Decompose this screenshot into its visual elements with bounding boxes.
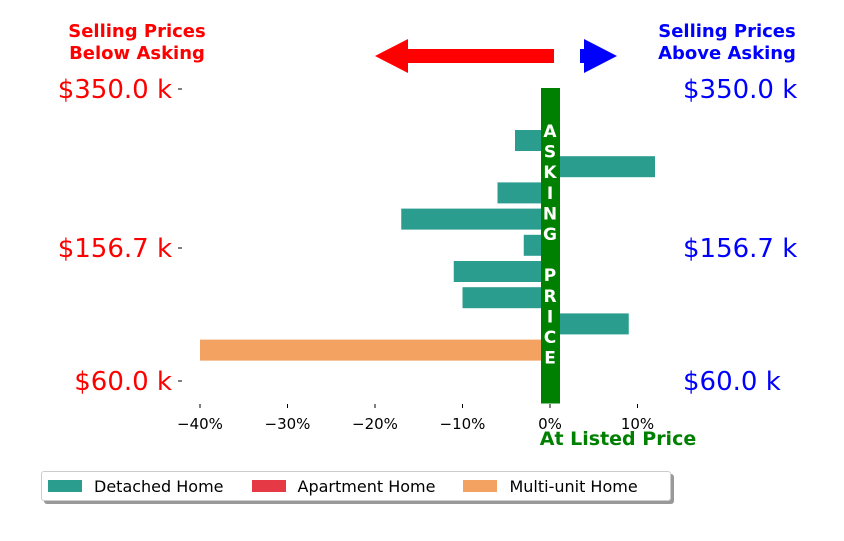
asking-letter-3: K <box>543 163 557 183</box>
header-above-line2: Above Asking <box>658 43 796 64</box>
bar-7 <box>462 287 550 309</box>
x-tick-label: 10% <box>621 415 654 433</box>
header-above-asking: Selling Prices Above Asking <box>632 21 822 65</box>
legend-label: Multi-unit Home <box>509 476 638 496</box>
x-tick-label: −40% <box>177 415 223 433</box>
bar-4 <box>401 208 550 230</box>
y-tick-label-left: $350.0 k <box>58 75 172 105</box>
y-tick-label-left: $156.7 k <box>58 234 172 264</box>
at-listed-price-label: At Listed Price <box>540 428 696 450</box>
asking-letter-9: R <box>543 287 556 307</box>
asking-letter-5: N <box>543 204 557 224</box>
header-below-asking: Selling Prices Below Asking <box>42 21 232 65</box>
bar-9 <box>200 339 550 361</box>
asking-price-band <box>541 88 560 404</box>
legend-swatch <box>48 480 82 492</box>
bar-2 <box>550 156 655 178</box>
legend-item-3: Multi-unit Home <box>463 476 638 496</box>
asking-letter-10: I <box>547 307 553 327</box>
legend-label: Detached Home <box>94 476 224 496</box>
legend-swatch <box>463 480 498 492</box>
left-arrow-icon <box>375 39 554 73</box>
x-tick-label: −20% <box>352 415 398 433</box>
y-tick-label-right: $60.0 k <box>683 367 781 397</box>
header-below-line1: Selling Prices <box>68 21 206 42</box>
legend-item-1: Detached Home <box>48 477 224 496</box>
legend-label: Apartment Home <box>297 476 436 496</box>
asking-letter-12: E <box>544 349 556 369</box>
legend-item-2: Apartment Home <box>251 476 436 496</box>
asking-letter-6: G <box>543 225 557 245</box>
asking-letter-2: S <box>544 143 556 163</box>
bar-8 <box>550 313 629 335</box>
asking-letter-4: I <box>547 184 553 204</box>
bar-6 <box>453 261 550 282</box>
header-below-line2: Below Asking <box>69 43 205 64</box>
right-arrow-icon <box>580 39 617 73</box>
y-tick-label-right: $350.0 k <box>683 75 797 105</box>
legend-swatch <box>251 480 286 492</box>
x-tick-label: −30% <box>265 415 311 433</box>
legend: Detached Home Apartment Home Multi-unit Ho… <box>41 471 671 501</box>
x-tick-label: 0% <box>538 415 562 433</box>
asking-letter-1: A <box>543 122 557 142</box>
bar-3 <box>497 182 550 204</box>
asking-letter-8: P <box>544 266 556 286</box>
asking-letter-11: C <box>544 328 556 348</box>
x-tick-label: −10% <box>440 415 486 433</box>
y-tick-label-left: $60.0 k <box>74 367 172 397</box>
header-above-line1: Selling Prices <box>658 21 796 42</box>
y-tick-label-right: $156.7 k <box>683 234 797 264</box>
